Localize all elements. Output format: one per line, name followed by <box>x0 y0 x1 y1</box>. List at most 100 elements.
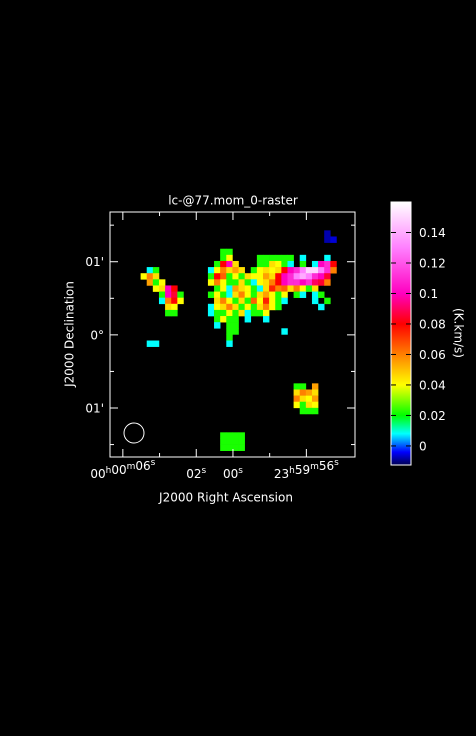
pixel <box>256 267 264 274</box>
pixel <box>207 279 215 286</box>
beam <box>123 422 145 444</box>
pixel <box>318 291 325 298</box>
colorbar-tick-label: 0.12 <box>419 256 446 270</box>
x-axis-label: J2000 Right Ascension <box>158 491 293 505</box>
pixel <box>244 297 252 305</box>
pixel <box>287 254 294 262</box>
pixel <box>281 254 288 262</box>
pixel <box>214 285 221 292</box>
pixel <box>299 279 307 286</box>
pixel <box>232 444 239 451</box>
pixel <box>220 432 227 439</box>
pixel <box>293 291 301 298</box>
pixel <box>256 260 264 268</box>
pixel <box>293 383 301 390</box>
x-tick-label: 00s <box>223 466 243 481</box>
pixel <box>311 273 319 280</box>
pixel <box>305 267 313 274</box>
pixel <box>232 279 239 286</box>
pixel <box>269 260 276 268</box>
pixel <box>214 260 221 268</box>
pixel <box>311 297 319 305</box>
pixel <box>305 279 313 286</box>
pixel <box>220 291 227 298</box>
pixel <box>226 334 233 341</box>
pixel <box>226 297 233 305</box>
pixel <box>275 303 282 311</box>
pixel <box>177 297 184 305</box>
pixel <box>263 285 270 292</box>
pixel <box>305 395 313 403</box>
pixel <box>281 260 288 268</box>
pixel <box>152 279 160 286</box>
pixel <box>263 309 270 317</box>
pixel <box>146 267 154 274</box>
pixel <box>165 309 172 317</box>
pixel <box>226 432 233 439</box>
pixel <box>232 273 239 280</box>
pixel <box>324 273 331 280</box>
pixel <box>256 285 264 292</box>
pixel <box>287 285 294 292</box>
pixel <box>220 279 227 286</box>
pixel <box>299 260 307 268</box>
pixel <box>207 303 215 311</box>
pixel <box>263 267 270 274</box>
pixel <box>287 260 294 268</box>
pixel <box>281 267 288 274</box>
colorbar-tick-label: 0.04 <box>419 378 446 392</box>
pixel <box>275 291 282 298</box>
colorbar-tick-label: 0.1 <box>419 287 438 301</box>
pixel <box>226 444 233 451</box>
pixel <box>171 291 178 298</box>
pixel <box>165 303 172 311</box>
pixel <box>324 279 331 286</box>
pixel <box>238 285 245 292</box>
pixel <box>250 309 258 317</box>
colorbar-tick-label: 0.14 <box>419 226 446 240</box>
pixel <box>232 267 239 274</box>
pixel <box>311 395 319 403</box>
pixel <box>311 285 319 292</box>
pixel <box>171 297 178 305</box>
pixel <box>214 273 221 280</box>
pixel <box>226 248 233 256</box>
pixel <box>244 273 252 280</box>
pixel <box>281 297 288 305</box>
pixel <box>220 297 227 305</box>
pixel <box>311 401 319 409</box>
pixel <box>226 316 233 323</box>
pixel <box>165 297 172 305</box>
pixel <box>226 322 233 329</box>
pixel <box>293 267 301 274</box>
pixel <box>287 273 294 280</box>
pixel <box>269 279 276 286</box>
pixel <box>220 303 227 311</box>
x-tick-label: 02s <box>186 466 206 481</box>
pixel <box>226 303 233 311</box>
pixel <box>275 260 282 268</box>
pixel <box>269 273 276 280</box>
pixel <box>140 273 148 280</box>
pixel <box>250 267 258 274</box>
pixel <box>146 273 154 280</box>
pixel <box>226 279 233 286</box>
pixel <box>311 389 319 396</box>
pixel <box>324 297 331 305</box>
pixel <box>324 236 331 243</box>
pixel <box>226 285 233 292</box>
pixel <box>318 260 325 268</box>
pixel <box>207 291 215 298</box>
pixel <box>311 407 319 415</box>
pixel <box>165 291 172 298</box>
x-tick-label: 23h59m56s <box>274 458 339 481</box>
pixel <box>299 401 307 409</box>
pixel <box>299 254 307 262</box>
pixel <box>275 267 282 274</box>
pixel <box>250 291 258 298</box>
pixel <box>238 432 245 439</box>
pixel <box>275 285 282 292</box>
pixel <box>214 316 221 323</box>
pixel <box>250 297 258 305</box>
